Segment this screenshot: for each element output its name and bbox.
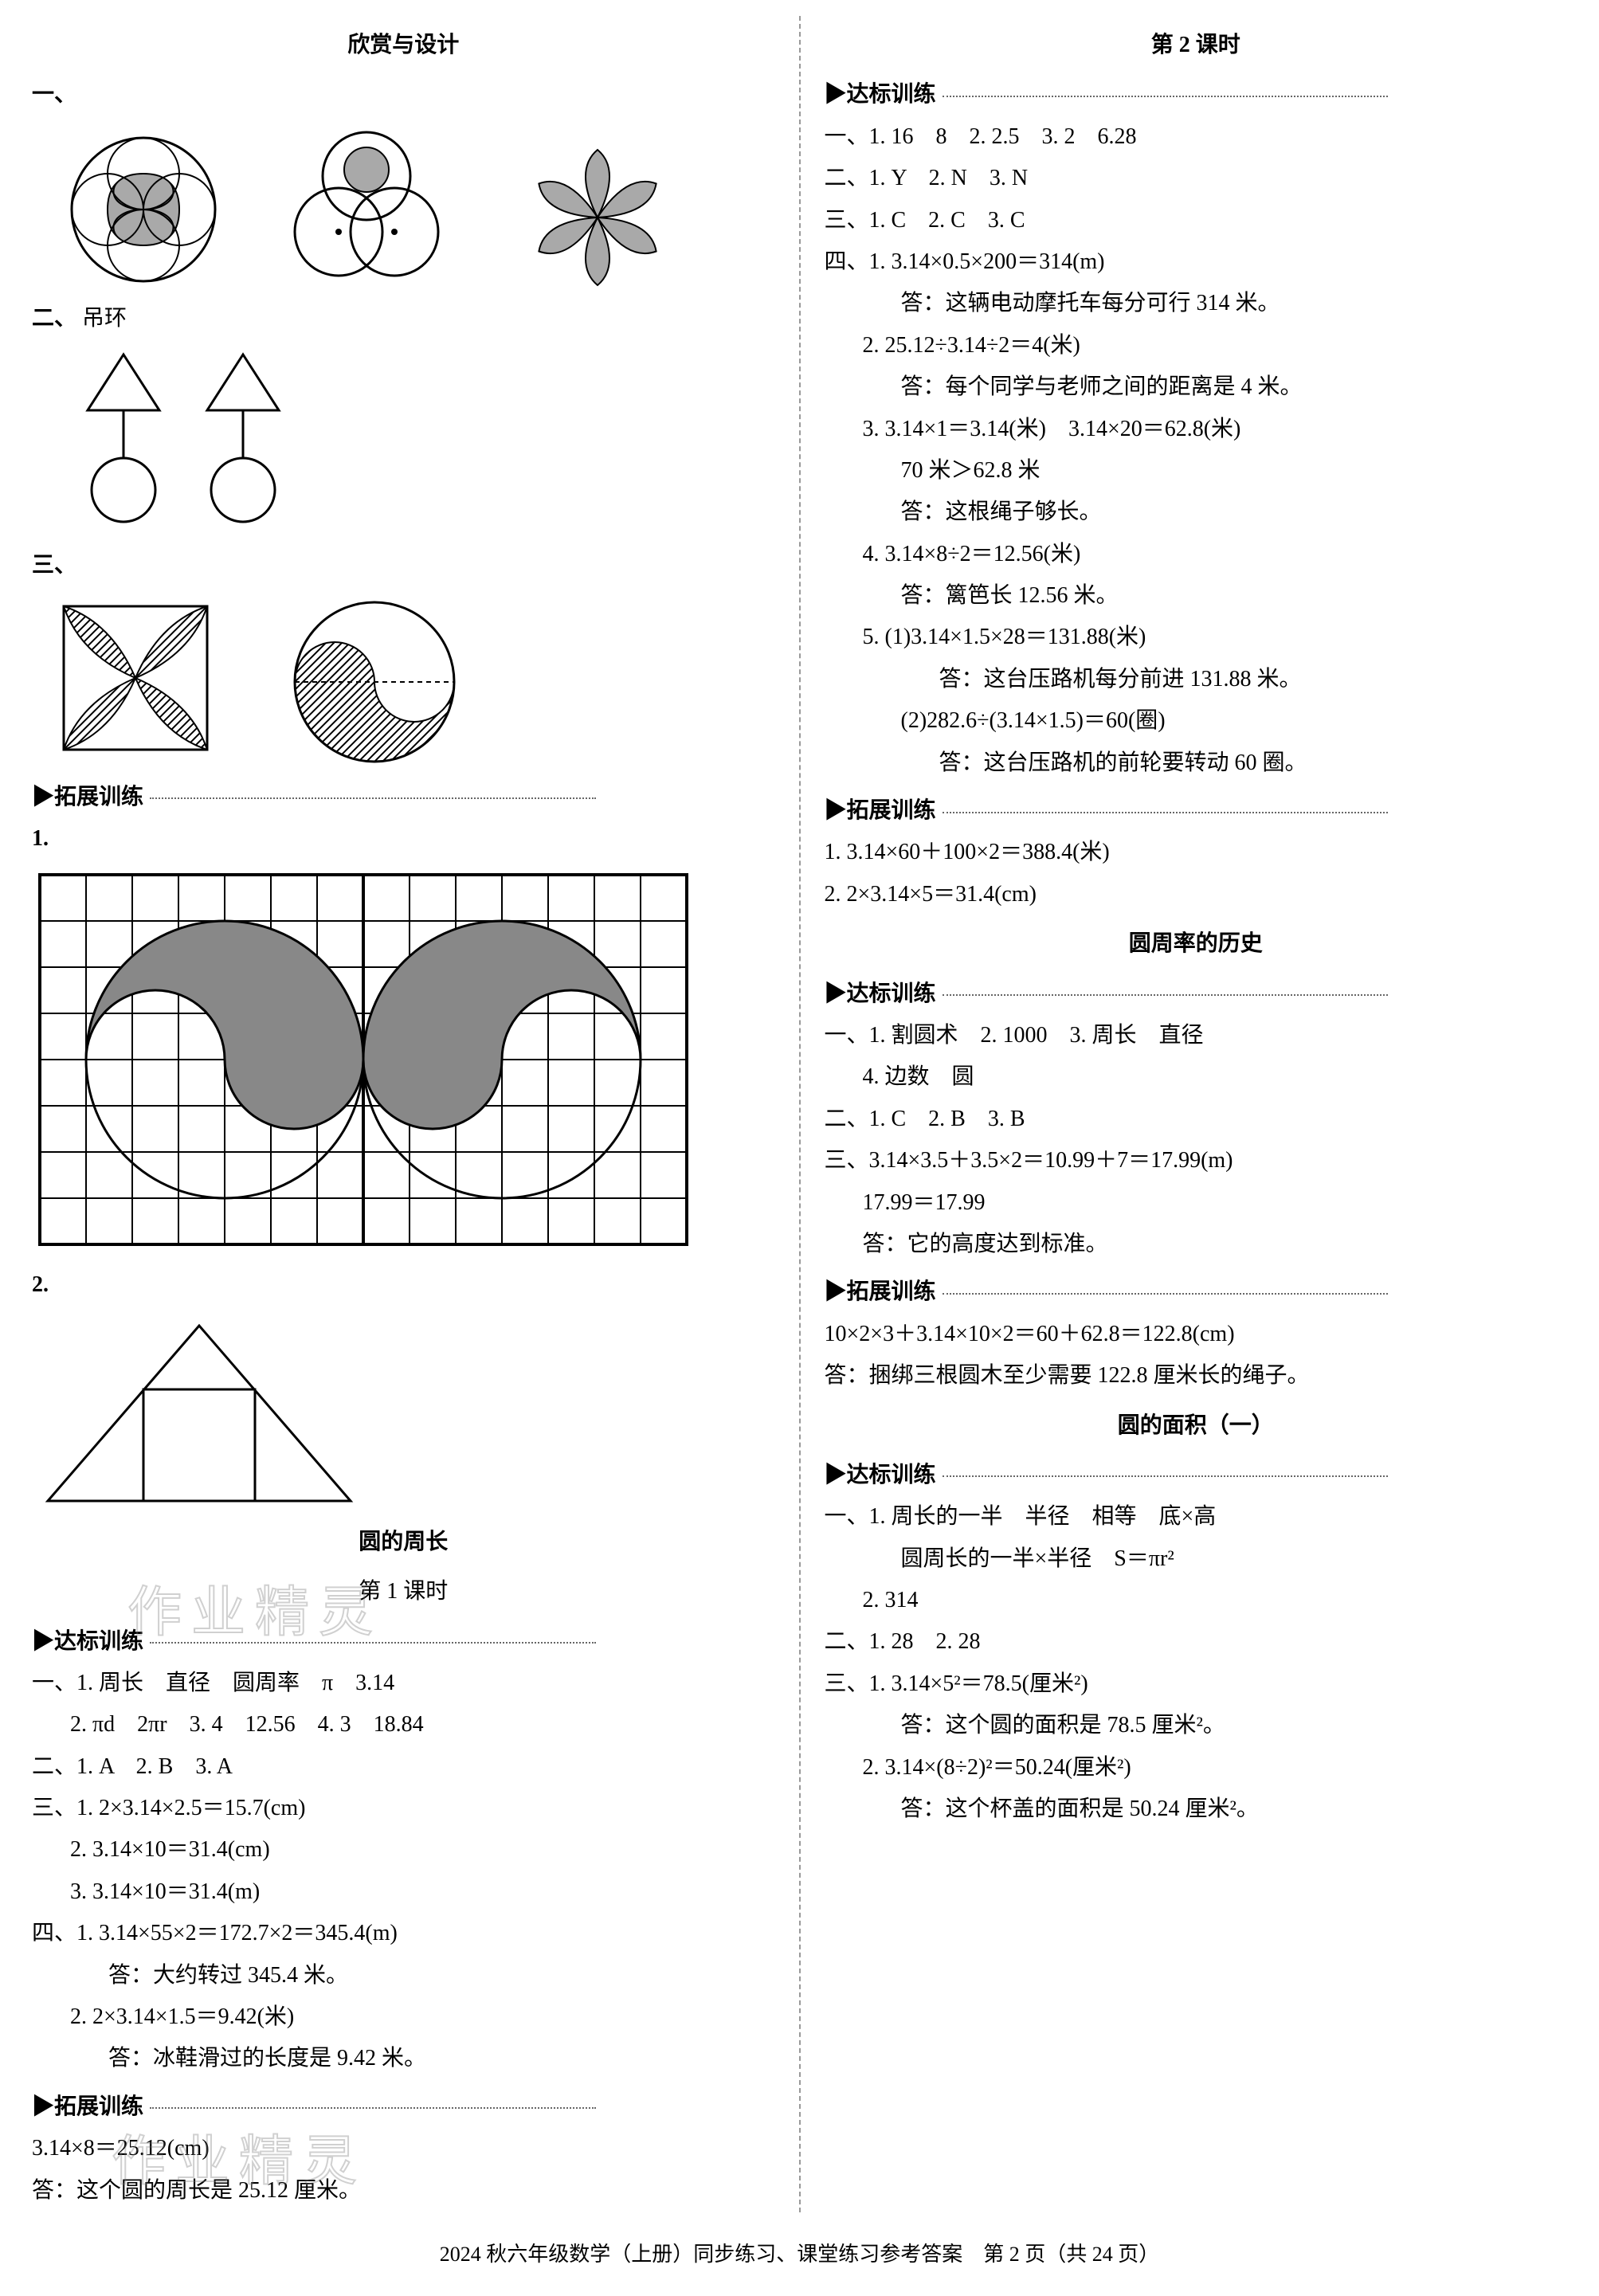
l-4-1: 四、1. 3.14×55×2＝172.7×2＝345.4(m)	[32, 1914, 775, 1953]
right-title-1: 第 2 课时	[825, 25, 1568, 65]
r4g: 4. 3.14×8÷2＝12.56(米)	[825, 535, 1568, 574]
r4i: 5. (1)3.14×1.5×28＝131.88(米)	[825, 617, 1568, 657]
a1: 一、1. 周长的一半 半径 相等 底×高	[825, 1497, 1568, 1537]
r4e: 70 米＞62.8 米	[825, 451, 1568, 491]
tz1-label: 1.	[32, 819, 775, 859]
sec2-text: 吊环	[82, 306, 127, 331]
left-title-2: 圆的周长	[32, 1522, 775, 1562]
tz2-figure	[32, 1314, 775, 1513]
a1b: 圆周长的一半×半径 S＝πr²	[825, 1539, 1568, 1579]
sec2-row: 二、 吊环	[32, 299, 775, 339]
l-4-1a: 答：大约转过 345.4 米。	[32, 1956, 775, 1996]
r4f: 答：这根绳子够长。	[825, 492, 1568, 532]
sec2-figures	[32, 347, 775, 538]
left-column: 欣赏与设计 一、	[32, 16, 775, 2212]
l-t1: 3.14×8＝25.12(cm)	[32, 2129, 775, 2169]
l-t2: 答：这个圆的周长是 25.12 厘米。	[32, 2171, 775, 2211]
left-title-1: 欣赏与设计	[32, 25, 775, 65]
r4d: 3. 3.14×1＝3.14(米) 3.14×20＝62.8(米)	[825, 409, 1568, 449]
right-title-2: 圆周率的历史	[825, 924, 1568, 964]
sec3-label: 三、	[32, 553, 76, 578]
right-title-3: 圆的面积（一）	[825, 1406, 1568, 1446]
r4k: (2)282.6÷(3.14×1.5)＝60(圈)	[825, 701, 1568, 741]
r4l: 答：这台压路机的前轮要转动 60 圈。	[825, 743, 1568, 783]
l-2-1: 二、1. A 2. B 3. A	[32, 1747, 775, 1787]
r-dabiao-2: ▶达标训练	[825, 974, 1568, 1014]
tuozhan-head-1: ▶拓展训练	[32, 778, 775, 817]
fig-row-1	[32, 123, 717, 291]
r4h: 答：篱笆长 12.56 米。	[825, 576, 1568, 616]
r4b: 2. 25.12÷3.14÷2＝4(米)	[825, 326, 1568, 366]
a1c: 2. 314	[825, 1581, 1568, 1620]
grid-paisley	[32, 867, 701, 1257]
tuozhan-head-2: ▶拓展训练	[32, 2087, 775, 2127]
hanger-shapes	[32, 347, 351, 538]
ht2: 答：捆绑三根圆木至少需要 122.8 厘米长的绳子。	[825, 1356, 1568, 1396]
fig-b-three-circles	[295, 132, 438, 276]
r-dabiao-1: ▶达标训练	[825, 75, 1568, 115]
l-3-2: 2. 3.14×10＝31.4(cm)	[32, 1830, 775, 1870]
left-subtitle-2: 第 1 课时	[32, 1572, 775, 1612]
tz1-figure	[32, 867, 775, 1257]
rt2: 2. 2×3.14×5＝31.4(cm)	[825, 875, 1568, 915]
l-1-1: 一、1. 周长 直径 圆周率 π 3.14	[32, 1663, 775, 1703]
sec1-label: 一、	[32, 82, 76, 107]
rt1: 1. 3.14×60＋100×2＝388.4(米)	[825, 833, 1568, 872]
column-divider	[799, 16, 801, 2212]
dabiao-head-1: ▶达标训练	[32, 1622, 775, 1662]
fig-c-flower	[533, 150, 662, 285]
r1: 一、1. 16 8 2. 2.5 3. 2 6.28	[825, 117, 1568, 157]
r2: 二、1. Y 2. N 3. N	[825, 159, 1568, 198]
h1: 一、1. 割圆术 2. 1000 3. 周长 直径	[825, 1016, 1568, 1056]
h3b: 17.99＝17.99	[825, 1183, 1568, 1223]
a3c: 答：这个杯盖的面积是 50.24 厘米²。	[825, 1789, 1568, 1829]
h3: 三、3.14×3.5＋3.5×2＝10.99＋7＝17.99(m)	[825, 1141, 1568, 1181]
r4: 四、1. 3.14×0.5×200＝314(m)	[825, 242, 1568, 282]
h3c: 答：它的高度达到标准。	[825, 1224, 1568, 1264]
l-1-2: 2. πd 2πr 3. 4 12.56 4. 3 18.84	[32, 1705, 775, 1745]
right-column: 第 2 课时 ▶达标训练 一、1. 16 8 2. 2.5 3. 2 6.28 …	[825, 16, 1568, 2212]
r-dabiao-3: ▶达标训练	[825, 1456, 1568, 1495]
l-3-3: 3. 3.14×10＝31.4(m)	[32, 1872, 775, 1912]
r4c: 答：每个同学与老师之间的距离是 4 米。	[825, 367, 1568, 407]
sec1-row: 一、	[32, 75, 775, 115]
ht1: 10×2×3＋3.14×10×2＝60＋62.8＝122.8(cm)	[825, 1315, 1568, 1354]
a3a: 答：这个圆的面积是 78.5 厘米²。	[825, 1706, 1568, 1746]
fig-circle-yinyang	[295, 602, 454, 762]
sec1-figures	[32, 123, 775, 291]
page-two-column: 欣赏与设计 一、	[32, 16, 1567, 2212]
r4a: 答：这辆电动摩托车每分可行 314 米。	[825, 284, 1568, 323]
r-tuozhan-2: ▶拓展训练	[825, 1272, 1568, 1312]
h1b: 4. 边数 圆	[825, 1057, 1568, 1097]
a3b: 2. 3.14×(8÷2)²＝50.24(厘米²)	[825, 1748, 1568, 1788]
fig-square-leaves	[64, 606, 207, 750]
tz2-label: 2.	[32, 1265, 775, 1305]
a2: 二、1. 28 2. 28	[825, 1622, 1568, 1662]
page-footer: 2024 秋六年级数学（上册）同步练习、课堂练习参考答案 第 2 页（共 24 …	[32, 2236, 1567, 2274]
sec3-figures	[32, 594, 775, 770]
sec2-label: 二、	[32, 306, 76, 331]
triangle-square	[32, 1314, 366, 1513]
r3: 三、1. C 2. C 3. C	[825, 201, 1568, 241]
l-4-2: 2. 2×3.14×1.5＝9.42(米)	[32, 1997, 775, 2037]
hatched-shapes	[32, 594, 510, 770]
a3: 三、1. 3.14×5²＝78.5(厘米²)	[825, 1664, 1568, 1704]
r4j: 答：这台压路机每分前进 131.88 米。	[825, 660, 1568, 699]
h2: 二、1. C 2. B 3. B	[825, 1099, 1568, 1139]
sec3-row: 三、	[32, 546, 775, 586]
l-4-2a: 答：冰鞋滑过的长度是 9.42 米。	[32, 2039, 775, 2079]
fig-a-rosette	[72, 138, 215, 281]
l-3-1: 三、1. 2×3.14×2.5＝15.7(cm)	[32, 1789, 775, 1828]
r-tuozhan-1: ▶拓展训练	[825, 791, 1568, 831]
